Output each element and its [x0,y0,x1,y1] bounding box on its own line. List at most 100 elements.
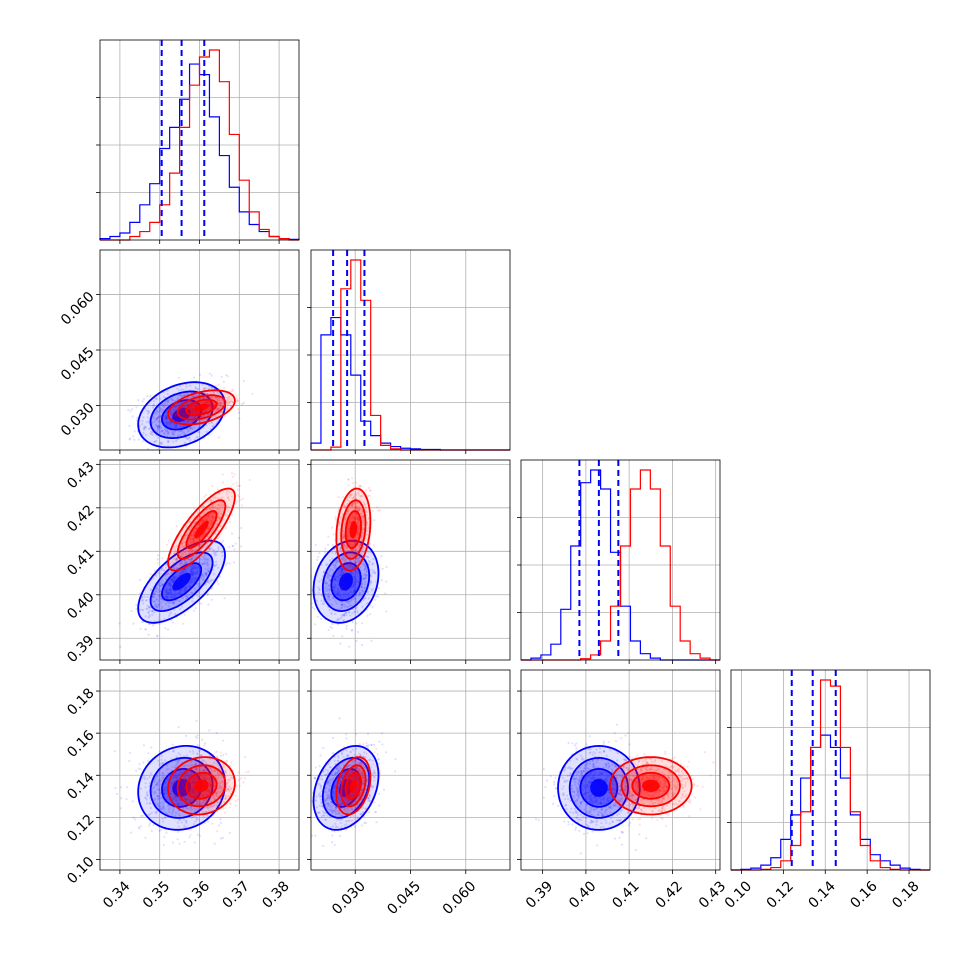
y-tick-label: 0.18 [64,685,97,718]
contour-series-1 [620,764,681,808]
grid-lines [311,670,510,870]
y-tick-label: 0.060 [58,289,98,329]
grid-lines [731,670,930,870]
scatter-panel [534,723,715,855]
contour-series-1 [340,764,367,808]
x-tick-label: 0.12 [764,878,797,911]
grid-lines [521,460,720,660]
panel-frame [730,669,931,871]
density-core [194,520,209,539]
contour-series-1 [344,771,362,800]
histogram-series-0 [731,734,930,871]
x-tick-label: 0.35 [140,878,173,911]
contour-series-0 [137,381,226,449]
density-core [349,520,357,539]
contour-series-1 [335,756,372,816]
scatter-panel [118,472,251,648]
scatter-panel [311,477,388,648]
y-axis-ticks [307,463,311,639]
x-axis-ticks: 0.39 0.40 0.41 0.42 0.43 [523,870,729,912]
x-tick-label: 0.14 [806,878,839,911]
y-axis-ticks: 0.030 0.045 0.060 [58,289,100,440]
contour-series-1 [167,389,236,426]
x-axis-ticks [354,450,467,454]
y-axis-ticks: 0.39 0.40 0.41 0.42 0.43 [64,459,100,666]
x-axis-ticks [119,660,280,664]
y-tick-label: 0.10 [64,854,97,887]
y-tick-label: 0.14 [64,770,97,803]
contour-series-0 [568,756,630,819]
x-axis-ticks [354,660,467,664]
contour-series-1 [176,394,227,421]
histogram-series-1 [100,49,299,241]
x-tick-label: 0.42 [653,878,686,911]
x-tick-label: 0.16 [847,878,880,911]
histogram-panel [99,40,300,241]
y-axis-ticks [307,690,311,860]
x-tick-label: 0.38 [259,878,292,911]
contour-series-1 [340,499,367,560]
contour-series-1 [335,487,372,572]
histogram-panel [731,670,930,871]
contour-series-1 [167,487,236,572]
x-axis-ticks: 0.34 0.35 0.36 0.37 0.38 [100,870,293,912]
contour-series-1 [176,499,227,560]
density-core [172,572,191,591]
y-tick-label: 0.41 [64,546,97,579]
x-tick-label: 0.10 [722,878,755,911]
x-tick-label: 0.34 [100,878,133,911]
contour-series-0 [137,539,226,624]
y-tick-label: 0.045 [58,344,98,384]
density-core [590,778,608,797]
grid-lines [311,460,510,660]
scatter-panel [127,372,254,450]
contour-series-1 [185,510,218,549]
y-axis-ticks [96,97,100,193]
contour-series-1 [608,756,693,816]
y-axis-ticks [307,307,311,403]
density-core [194,779,209,792]
density-core [194,403,209,412]
x-axis-ticks [542,660,717,664]
density-core [339,572,353,591]
y-tick-label: 0.16 [64,727,97,760]
y-axis-ticks: 0.10 0.12 0.14 0.16 0.18 [64,685,100,887]
density-core [642,779,660,792]
y-tick-label: 0.40 [64,589,97,622]
contour-series-1 [344,510,363,550]
contour-series-1 [185,771,218,800]
contour-series-1 [176,764,227,808]
x-tick-label: 0.43 [696,878,729,911]
x-tick-label: 0.030 [329,878,369,918]
scatter-panel [113,719,250,847]
x-tick-label: 0.36 [180,878,213,911]
x-tick-label: 0.045 [384,878,424,918]
scatter-panel [311,717,397,848]
grid-lines [100,460,299,660]
grid-lines [100,250,299,450]
x-axis-ticks [119,240,280,244]
x-tick-label: 0.37 [220,878,253,911]
histogram-panel [521,460,720,661]
y-tick-label: 0.39 [64,633,97,666]
contour-series-1 [185,398,218,416]
x-tick-label: 0.060 [440,878,480,918]
y-tick-label: 0.12 [64,812,97,845]
contour-series-0 [312,744,380,831]
x-tick-label: 0.40 [566,878,599,911]
grid-lines [521,670,720,870]
contour-series-1 [167,756,236,816]
contour-series-0 [312,539,380,624]
contour-series-0 [160,399,203,431]
contour-series-0 [321,551,371,613]
panel-frame [520,459,721,661]
contour-series-0 [579,767,619,808]
x-axis-ticks [119,450,280,454]
density-core [349,779,357,792]
panel-frame [520,669,721,871]
y-tick-label: 0.030 [58,400,98,440]
contour-series-1 [631,771,671,800]
contour-series-0 [557,744,641,831]
contour-series-0 [330,562,362,602]
grid-lines [100,670,299,870]
